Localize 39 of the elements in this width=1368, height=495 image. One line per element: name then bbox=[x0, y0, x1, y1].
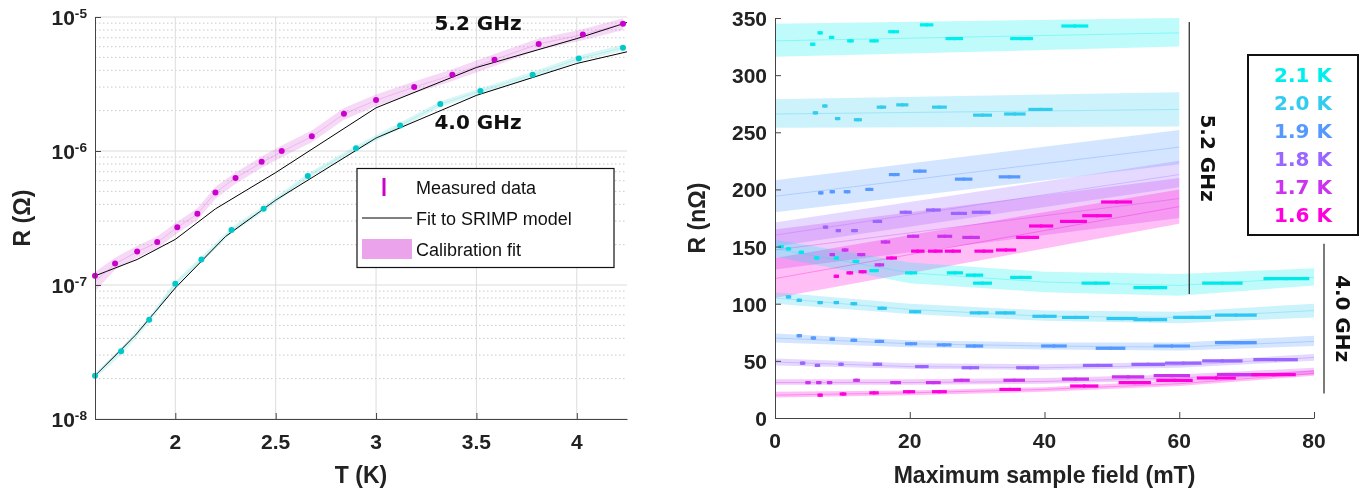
text: 1.6 K bbox=[1274, 203, 1334, 227]
y-tick-label: 10$^{-7}$ bbox=[51, 273, 87, 297]
y-tick-label: 250 bbox=[731, 121, 767, 145]
annotation: 5.2 GHz bbox=[434, 10, 522, 35]
y-tick-label: 10$^{-6}$ bbox=[51, 139, 88, 163]
y-tick-label: 100 bbox=[731, 292, 767, 316]
text: 2.0 K bbox=[1274, 91, 1334, 115]
y-tick-label: 150 bbox=[731, 235, 767, 259]
x-axis-title: Maximum sample field (mT) bbox=[893, 462, 1196, 488]
x-tick-label: 80 bbox=[1302, 429, 1326, 452]
y-tick-label: 10$^{-8}$ bbox=[51, 407, 88, 431]
legend-label: Measured data bbox=[416, 178, 538, 198]
x-axis-title: T (K) bbox=[334, 462, 388, 488]
x-tick-label: 20 bbox=[898, 429, 922, 452]
x-tick-label: 3.5 bbox=[461, 430, 492, 453]
x-tick-label: 40 bbox=[1032, 429, 1057, 452]
y-tick-label: 200 bbox=[731, 178, 767, 202]
legend-label: Fit to SRIMP model bbox=[416, 209, 572, 229]
x-tick-label: 3 bbox=[370, 430, 382, 453]
x-tick-label: 2.5 bbox=[261, 430, 291, 453]
text: 2.1 K bbox=[1274, 63, 1334, 87]
y-tick-label: 350 bbox=[731, 7, 767, 30]
y-axis-title: R (nΩ) bbox=[684, 182, 710, 254]
y-tick-label: 10$^{-5}$ bbox=[51, 5, 88, 29]
annotation: 4.0 GHz bbox=[434, 110, 522, 135]
annotation: 5.2 GHz bbox=[1196, 114, 1221, 202]
x-tick-label: 2 bbox=[169, 430, 182, 453]
y-axis-title: R (Ω) bbox=[9, 189, 35, 247]
text: 1.9 K bbox=[1274, 119, 1334, 143]
text: 4.0 GHz bbox=[1331, 274, 1355, 363]
legend-label: Calibration fit bbox=[416, 240, 522, 260]
y-tick-label: 50 bbox=[743, 349, 767, 373]
text: 1.7 K bbox=[1274, 175, 1334, 199]
y-tick-label: 0 bbox=[755, 407, 767, 430]
text: 1.8 K bbox=[1274, 147, 1334, 171]
y-tick-label: 300 bbox=[731, 64, 767, 88]
x-tick-label: 60 bbox=[1167, 429, 1191, 452]
x-tick-label: 0 bbox=[769, 429, 781, 452]
x-tick-label: 4 bbox=[570, 430, 583, 453]
